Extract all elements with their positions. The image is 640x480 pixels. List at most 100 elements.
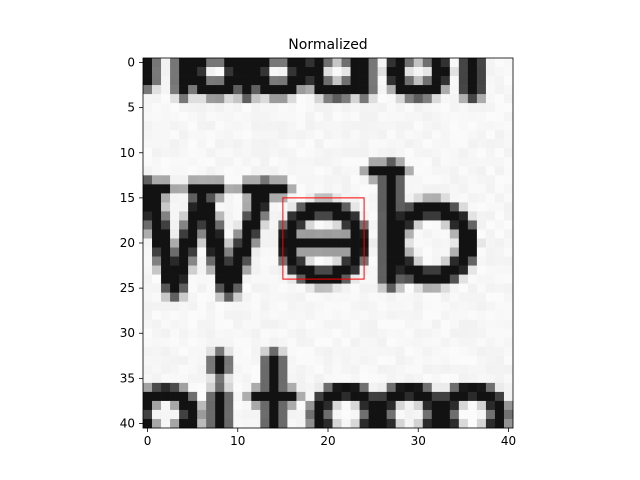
heatmap-cell bbox=[503, 121, 514, 131]
heatmap-cell bbox=[413, 292, 424, 302]
heatmap-cell bbox=[377, 256, 387, 266]
heatmap-cell bbox=[359, 418, 369, 429]
heatmap-cell bbox=[458, 400, 469, 411]
heatmap-cell bbox=[296, 328, 306, 339]
heatmap-cell bbox=[341, 220, 351, 230]
heatmap-cell bbox=[260, 346, 270, 357]
heatmap-cell bbox=[413, 121, 424, 131]
y-tick-label: 20 bbox=[120, 236, 135, 250]
heatmap-cell bbox=[413, 247, 424, 257]
heatmap-cell bbox=[404, 409, 415, 420]
heatmap-cell bbox=[287, 103, 297, 113]
heatmap-cell bbox=[233, 220, 243, 230]
heatmap-cell bbox=[503, 166, 514, 176]
heatmap-cell bbox=[206, 346, 216, 357]
heatmap-cell bbox=[458, 184, 469, 194]
heatmap-cell bbox=[314, 139, 324, 149]
heatmap-cell bbox=[350, 175, 360, 185]
heatmap-cell bbox=[188, 184, 198, 194]
heatmap-cell bbox=[224, 112, 234, 122]
heatmap-cell bbox=[359, 184, 369, 194]
heatmap-cell bbox=[242, 283, 252, 293]
heatmap-cell bbox=[467, 67, 478, 77]
heatmap-cell bbox=[404, 166, 415, 176]
heatmap-cell bbox=[485, 58, 496, 68]
heatmap-cell bbox=[332, 175, 342, 185]
heatmap-cell bbox=[368, 76, 378, 86]
heatmap-cell bbox=[422, 319, 433, 330]
heatmap-cell bbox=[224, 346, 234, 357]
heatmap-cell bbox=[377, 310, 387, 321]
heatmap-cell bbox=[467, 58, 478, 68]
heatmap-cell bbox=[494, 265, 505, 275]
heatmap-cell bbox=[503, 211, 514, 221]
heatmap-cell bbox=[314, 121, 324, 131]
heatmap-cell bbox=[368, 202, 378, 212]
heatmap-cell bbox=[476, 346, 487, 357]
heatmap-cell bbox=[467, 274, 478, 284]
heatmap-cell bbox=[179, 373, 189, 384]
heatmap-cell bbox=[179, 130, 189, 140]
heatmap-cell bbox=[332, 301, 342, 312]
heatmap-cell bbox=[206, 301, 216, 312]
heatmap-cell bbox=[161, 319, 171, 330]
heatmap-cell bbox=[323, 292, 333, 302]
heatmap-cell bbox=[476, 166, 487, 176]
heatmap-cell bbox=[458, 310, 469, 321]
heatmap-cell bbox=[503, 76, 514, 86]
heatmap-cell bbox=[467, 202, 478, 212]
heatmap-cell bbox=[314, 382, 324, 393]
heatmap-cell bbox=[422, 355, 433, 366]
heatmap-cell bbox=[170, 175, 180, 185]
heatmap-cell bbox=[503, 220, 514, 230]
heatmap-cell bbox=[413, 130, 424, 140]
heatmap-cell bbox=[314, 229, 324, 239]
heatmap-cell bbox=[449, 229, 460, 239]
heatmap-cell bbox=[431, 58, 442, 68]
heatmap-cell bbox=[206, 112, 216, 122]
heatmap-cell bbox=[422, 229, 433, 239]
heatmap-cell bbox=[305, 184, 315, 194]
heatmap-cell bbox=[296, 184, 306, 194]
heatmap-cell bbox=[413, 229, 424, 239]
heatmap-cell bbox=[206, 238, 216, 248]
heatmap-cell bbox=[332, 409, 342, 420]
heatmap-cell bbox=[332, 328, 342, 339]
heatmap-cell bbox=[314, 157, 324, 167]
heatmap-cell bbox=[404, 256, 415, 266]
heatmap-cell bbox=[494, 391, 505, 402]
heatmap-cell bbox=[377, 274, 387, 284]
heatmap-cell bbox=[251, 85, 261, 95]
heatmap-cell bbox=[251, 319, 261, 330]
heatmap-cell bbox=[170, 328, 180, 339]
heatmap-cell bbox=[341, 166, 351, 176]
y-tick-label: 25 bbox=[120, 281, 135, 295]
heatmap-cell bbox=[332, 121, 342, 131]
heatmap-cell bbox=[314, 400, 324, 411]
heatmap-cell bbox=[413, 58, 424, 68]
heatmap-cell bbox=[215, 148, 225, 158]
heatmap-cell bbox=[368, 193, 378, 203]
heatmap-cell bbox=[503, 130, 514, 140]
heatmap-cell bbox=[233, 112, 243, 122]
heatmap-cell bbox=[440, 67, 451, 77]
heatmap-cell bbox=[332, 211, 342, 221]
heatmap-cell bbox=[377, 382, 387, 393]
heatmap-cell bbox=[215, 274, 225, 284]
heatmap-cell bbox=[251, 193, 261, 203]
heatmap-cell bbox=[449, 94, 460, 104]
heatmap-cell bbox=[431, 400, 442, 411]
heatmap-cell bbox=[269, 409, 279, 420]
heatmap-cell bbox=[476, 274, 487, 284]
heatmap-cell bbox=[305, 400, 315, 411]
heatmap-cell bbox=[440, 355, 451, 366]
heatmap-cell bbox=[485, 166, 496, 176]
heatmap-cell bbox=[170, 373, 180, 384]
heatmap-cell bbox=[341, 175, 351, 185]
heatmap-cell bbox=[449, 85, 460, 95]
heatmap-cell bbox=[269, 148, 279, 158]
heatmap-cell bbox=[251, 67, 261, 77]
heatmap-cell bbox=[143, 85, 153, 95]
heatmap-cell bbox=[377, 103, 387, 113]
heatmap-cell bbox=[467, 130, 478, 140]
